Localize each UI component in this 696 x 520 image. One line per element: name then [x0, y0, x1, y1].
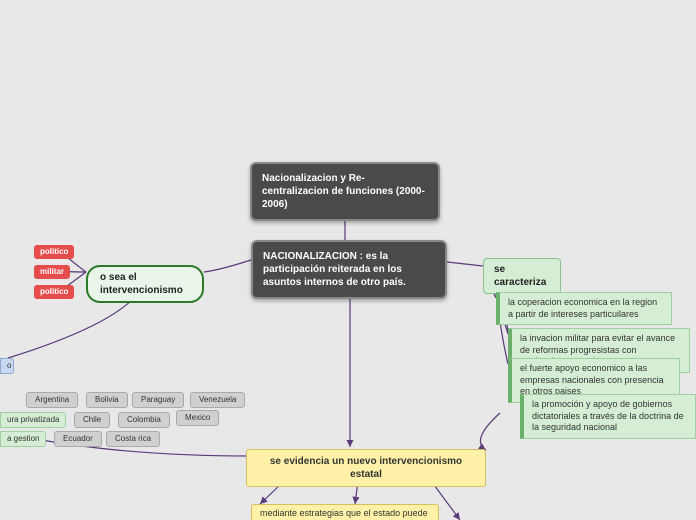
node-gestion[interactable]: a gestion	[0, 431, 46, 447]
node-argentina[interactable]: Argentina	[26, 392, 78, 408]
node-mexico[interactable]: Mexico	[176, 410, 219, 426]
node-evidencia[interactable]: se evidencia un nuevo intervencionismo e…	[246, 449, 486, 487]
node-tag_militar[interactable]: militar	[34, 265, 70, 279]
node-nacionalizacion[interactable]: NACIONALIZACION : es la participación re…	[251, 240, 447, 299]
node-tag_politico1[interactable]: politico	[34, 245, 74, 259]
node-ecuador[interactable]: Ecuador	[54, 431, 102, 447]
node-partial_o[interactable]: o	[0, 358, 14, 374]
node-estrategias[interactable]: mediante estrategias que el estado puede…	[251, 504, 439, 520]
node-se_caracteriza[interactable]: se caracteriza	[483, 258, 561, 294]
node-promocion[interactable]: la promoción y apoyo de gobiernos dictat…	[520, 394, 696, 439]
mindmap-canvas[interactable]: Nacionalizacion y Re-centralizacion de f…	[0, 0, 696, 520]
node-bolivia[interactable]: Bolivia	[86, 392, 128, 408]
node-tag_politico2[interactable]: politico	[34, 285, 74, 299]
node-venezuela[interactable]: Venezuela	[190, 392, 245, 408]
node-colombia[interactable]: Colombia	[118, 412, 170, 428]
node-chile[interactable]: Chile	[74, 412, 110, 428]
node-intervencionismo[interactable]: o sea el intervencionismo	[86, 265, 204, 303]
node-priv[interactable]: ura privatizada	[0, 412, 66, 428]
node-paraguay[interactable]: Paraguay	[132, 392, 184, 408]
node-title[interactable]: Nacionalizacion y Re-centralizacion de f…	[250, 162, 440, 221]
node-coop[interactable]: la coperacion economica en la region a p…	[496, 292, 672, 325]
node-costarica[interactable]: Costa rica	[106, 431, 160, 447]
